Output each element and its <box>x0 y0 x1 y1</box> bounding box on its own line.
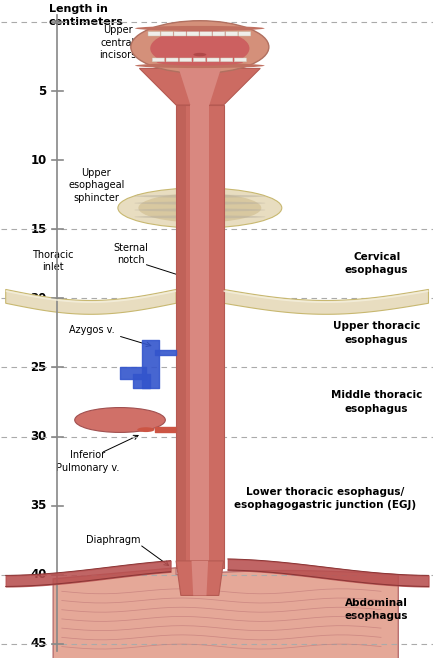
Ellipse shape <box>134 215 265 218</box>
Text: Length in
centimeters: Length in centimeters <box>49 4 124 26</box>
Ellipse shape <box>75 407 165 432</box>
Ellipse shape <box>131 20 269 73</box>
Polygon shape <box>176 561 224 596</box>
Text: 25: 25 <box>30 361 47 374</box>
Text: 20: 20 <box>30 292 47 305</box>
Ellipse shape <box>118 188 282 228</box>
Ellipse shape <box>193 53 206 56</box>
Text: 35: 35 <box>30 499 47 512</box>
Polygon shape <box>224 290 429 303</box>
Text: Upper
central
incisors: Upper central incisors <box>99 26 136 60</box>
Polygon shape <box>191 105 209 568</box>
Ellipse shape <box>135 26 264 31</box>
Text: Diaphragm: Diaphragm <box>86 535 141 545</box>
Text: Cervical
esophagus: Cervical esophagus <box>345 252 408 275</box>
Polygon shape <box>176 105 186 568</box>
FancyBboxPatch shape <box>221 58 233 62</box>
FancyBboxPatch shape <box>207 58 219 62</box>
FancyBboxPatch shape <box>152 58 165 62</box>
Polygon shape <box>191 561 208 596</box>
Polygon shape <box>6 290 176 303</box>
FancyBboxPatch shape <box>180 58 192 62</box>
Ellipse shape <box>150 29 249 68</box>
FancyBboxPatch shape <box>187 32 199 36</box>
Text: Upper
esophageal
sphincter: Upper esophageal sphincter <box>68 168 125 202</box>
Text: Upper thoracic
esophagus: Upper thoracic esophagus <box>333 322 420 345</box>
Text: Sternal
notch: Sternal notch <box>114 243 148 266</box>
FancyBboxPatch shape <box>235 58 246 62</box>
Text: 30: 30 <box>30 430 47 443</box>
Ellipse shape <box>134 208 265 212</box>
Text: Thoracic
inlet: Thoracic inlet <box>33 250 74 272</box>
FancyBboxPatch shape <box>166 58 178 62</box>
Ellipse shape <box>157 59 243 66</box>
Polygon shape <box>176 105 224 568</box>
Text: 5: 5 <box>38 85 47 98</box>
Text: 45: 45 <box>30 637 47 650</box>
FancyBboxPatch shape <box>238 32 251 36</box>
Text: 10: 10 <box>30 154 47 167</box>
Text: 40: 40 <box>30 568 47 581</box>
Ellipse shape <box>134 194 265 198</box>
FancyBboxPatch shape <box>148 32 160 36</box>
Polygon shape <box>179 69 221 105</box>
Ellipse shape <box>138 193 261 223</box>
Ellipse shape <box>135 63 264 68</box>
Text: 15: 15 <box>30 223 47 236</box>
Text: Lower thoracic esophagus/
esophagogastric junction (EGJ): Lower thoracic esophagus/ esophagogastri… <box>234 487 416 510</box>
FancyBboxPatch shape <box>213 32 225 36</box>
Text: Azygos v.: Azygos v. <box>69 325 115 335</box>
Polygon shape <box>224 289 429 314</box>
Text: Abdominal
esophagus: Abdominal esophagus <box>345 598 408 621</box>
FancyBboxPatch shape <box>174 32 186 36</box>
Ellipse shape <box>137 427 154 432</box>
FancyBboxPatch shape <box>161 32 173 36</box>
FancyBboxPatch shape <box>193 58 205 62</box>
Polygon shape <box>139 69 260 105</box>
FancyBboxPatch shape <box>200 32 212 36</box>
Text: EGJ: EGJ <box>200 582 217 592</box>
Polygon shape <box>6 289 176 314</box>
Ellipse shape <box>134 202 265 204</box>
Polygon shape <box>53 568 398 659</box>
FancyBboxPatch shape <box>226 32 238 36</box>
Text: Inferior
Pulmonary v.: Inferior Pulmonary v. <box>56 450 119 473</box>
Text: Middle thoracic
esophagus: Middle thoracic esophagus <box>331 390 422 414</box>
